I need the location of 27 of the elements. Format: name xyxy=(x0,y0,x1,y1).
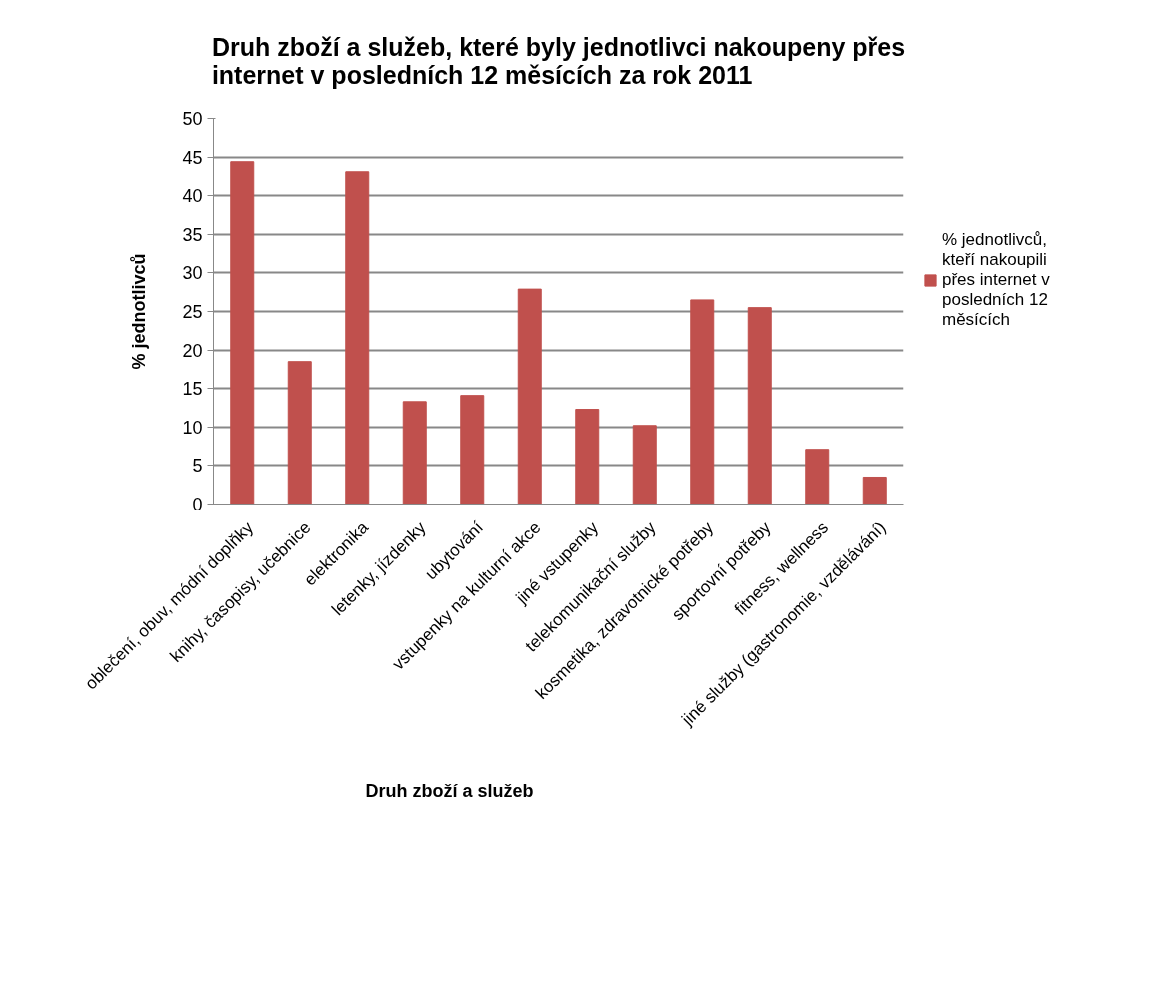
chart-title: Druh zboží a služeb, které byly jednotlivci nakoupeny přes internet v posledních 12 měsících za rok 2011 xyxy=(211,32,906,89)
y-tick-label: 30 xyxy=(182,263,203,284)
bar xyxy=(517,288,542,505)
bar xyxy=(632,425,657,505)
bar xyxy=(805,449,830,505)
bar xyxy=(460,395,485,505)
y-tick-label: 0 xyxy=(192,494,203,515)
bar xyxy=(402,401,427,505)
y-tick-label: 15 xyxy=(182,379,203,400)
x-axis-title: Druh zboží a služeb xyxy=(365,780,534,801)
bar xyxy=(575,409,600,505)
bar xyxy=(230,161,255,505)
y-tick-label: 45 xyxy=(182,147,203,168)
bar xyxy=(690,299,715,505)
y-axis-title: % jednotlivců xyxy=(129,253,150,370)
y-tick-label: 40 xyxy=(182,186,203,207)
bar xyxy=(747,307,772,505)
y-tick-label: 5 xyxy=(192,456,203,477)
bar xyxy=(287,361,312,505)
bar xyxy=(345,171,370,505)
legend-label: % jednotlivců, kteří nakoupili přes internet v posledních 12 měsících xyxy=(942,230,1050,330)
bar xyxy=(862,476,887,505)
y-tick-label: 25 xyxy=(182,302,203,322)
y-tick-label: 10 xyxy=(182,417,203,438)
y-tick-label: 20 xyxy=(182,340,203,361)
y-tick-label: 50 xyxy=(182,109,203,129)
y-tick-label: 35 xyxy=(182,224,203,245)
